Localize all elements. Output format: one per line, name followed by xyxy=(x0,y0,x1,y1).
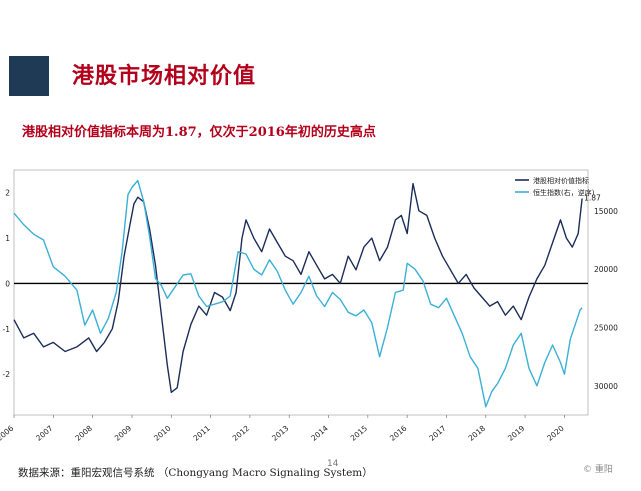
chart-area: 2 1 0 -1 -2 15000 20000 25000 30000 2006 2007 2008 2… xyxy=(0,160,641,460)
x-tick-label: 2020 xyxy=(545,423,566,442)
legend-label-2: 恒生指数(右，逆序) xyxy=(533,188,595,197)
x-tick-label: 2017 xyxy=(427,423,448,442)
y-right-tick-label: 25000 xyxy=(594,324,618,333)
chart-svg: 2 1 0 -1 -2 15000 20000 25000 30000 2006 2007 2008 2… xyxy=(0,169,618,443)
chart-title: 港股相对价值指标本周为1.87，仅次于2016年初的历史高点 xyxy=(22,125,376,140)
x-tick-label: 2007 xyxy=(34,423,55,442)
y-right-tick-label: 20000 xyxy=(594,265,618,274)
legend-label-1: 港股相对价值指标 xyxy=(533,176,589,185)
x-tick-label: 2019 xyxy=(506,423,527,442)
footer-source: 数据来源：重阳宏观信号系统 （Chongyang Macro Signaling… xyxy=(18,467,373,479)
x-tick-label: 2008 xyxy=(74,423,95,442)
page-number: 14 xyxy=(327,459,339,469)
title-accent-block xyxy=(9,56,49,96)
x-tick-label: 2009 xyxy=(113,423,134,442)
footer-logo: © 重阳 xyxy=(583,465,613,475)
plot-frame xyxy=(13,169,589,416)
x-tick-label: 2010 xyxy=(152,423,173,442)
y-left-tick-label: 2 xyxy=(5,189,10,198)
x-tick-label: 2011 xyxy=(191,423,212,442)
series-line-2 xyxy=(13,179,583,408)
y-left-tick-label: -1 xyxy=(3,325,11,334)
page-title: 港股市场相对价值 xyxy=(72,63,257,89)
y-right-tick-label: 15000 xyxy=(594,207,618,216)
y-left-tick-label: -2 xyxy=(3,370,11,379)
series-line-1 xyxy=(13,182,583,393)
y-left-tick-label: 0 xyxy=(5,279,10,288)
x-tick-label: 2012 xyxy=(231,423,252,442)
x-tick-label: 2018 xyxy=(467,423,488,442)
x-tick-label: 2013 xyxy=(270,423,291,442)
y-right-tick-label: 30000 xyxy=(594,382,618,391)
x-tick-label: 2015 xyxy=(349,423,370,442)
x-tick-label: 2014 xyxy=(309,423,330,442)
y-left-tick-label: 1 xyxy=(5,234,10,243)
end-value-label: 1.87 xyxy=(584,194,601,203)
x-tick-label: 2006 xyxy=(0,423,15,442)
x-tick-label: 2016 xyxy=(388,423,409,442)
